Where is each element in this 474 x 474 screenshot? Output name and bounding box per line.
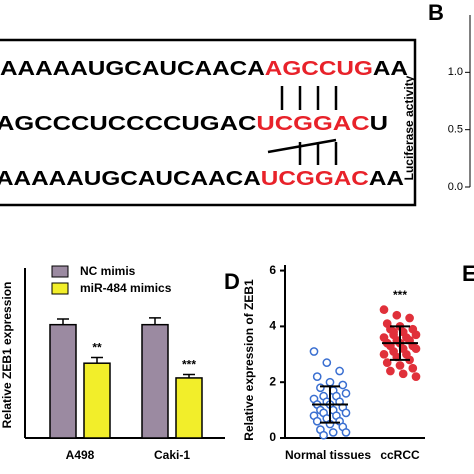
- data-point: [389, 327, 398, 337]
- data-point: [312, 372, 322, 381]
- data-point: [341, 389, 351, 398]
- sd-bar: [320, 385, 340, 424]
- significance: ***: [182, 358, 196, 372]
- data-point: [411, 330, 421, 340]
- y-tick-label: 0.0: [448, 181, 463, 193]
- data-point: [379, 349, 389, 359]
- sequence-part: AGCCUG: [265, 58, 373, 80]
- bar: [49, 323, 77, 439]
- data-point: [312, 416, 322, 426]
- sequence-part: AA: [373, 58, 408, 80]
- panel-letter: B: [428, 0, 444, 25]
- sequence-part: AA: [369, 168, 404, 190]
- sequence-line: AAAAAUGCAUCAACA UCGGAC AA: [0, 168, 404, 190]
- data-point: [319, 430, 328, 440]
- legend-swatch: [51, 282, 69, 295]
- legend-label: NC mimis: [80, 264, 136, 278]
- data-point: [338, 380, 348, 390]
- sequence-part: AGCCCUCCCCUGAC: [0, 113, 256, 135]
- data-point: [328, 428, 338, 437]
- data-point: [398, 369, 408, 379]
- x-tick-label: ccRCC: [380, 448, 420, 462]
- sequence-part: AAAAAUGCAUCAACA: [0, 58, 265, 80]
- data-point: [341, 428, 351, 437]
- data-point: [405, 313, 414, 323]
- data-point: [386, 366, 395, 376]
- sequence-part: UCGGAC: [256, 113, 369, 135]
- y-axis-label: Relative expression of ZEB1: [242, 279, 256, 441]
- error-bar: [149, 317, 161, 325]
- significance: ***: [393, 288, 407, 302]
- panel-letter: E: [462, 261, 474, 286]
- sequence-part: AAAAAUGCAUCAACA: [0, 168, 261, 190]
- data-point: [309, 347, 319, 356]
- data-point: [411, 372, 421, 381]
- x-tick-label: Normal tissues: [285, 448, 371, 462]
- sequence-part: U: [370, 113, 388, 135]
- error-bar: [91, 356, 103, 364]
- sequence-line: AGCCCUCCCCUGAC UCGGAC U: [0, 113, 388, 135]
- data-point: [392, 310, 402, 320]
- error-bar: [57, 318, 69, 325]
- data-point: [341, 408, 351, 418]
- data-point: [325, 377, 335, 387]
- pairing-lines: [267, 86, 338, 165]
- y-tick-label: 4: [269, 319, 276, 333]
- bar: [83, 362, 111, 439]
- sequence-box: [0, 38, 417, 207]
- y-tick-label: 6: [269, 263, 276, 277]
- data-point: [335, 366, 344, 376]
- legend-swatch: [51, 265, 69, 278]
- y-axis-label: Luciferase activity: [402, 75, 416, 180]
- data-point: [379, 305, 389, 314]
- panel-letter: D: [224, 269, 240, 294]
- y-tick-label: 0: [269, 430, 276, 444]
- sequence-line: AAAAAUGCAUCAACA AGCCUG AA: [0, 58, 408, 80]
- significance: **: [92, 341, 102, 355]
- data-point: [408, 363, 418, 373]
- y-axis-label: Relative ZEB1 expression: [0, 282, 14, 429]
- data-point: [322, 358, 332, 368]
- bar: [175, 377, 203, 439]
- sd-bar: [390, 325, 410, 361]
- x-tick-label: Caki-1: [154, 448, 190, 462]
- x-tick-label: A498: [66, 448, 95, 462]
- y-tick-label: 2: [269, 374, 276, 388]
- y-tick-label: 0.5: [448, 124, 463, 136]
- bar: [141, 323, 169, 439]
- error-bar: [183, 373, 195, 378]
- data-point: [382, 358, 392, 368]
- sequence-part: UCGGAC: [261, 168, 369, 190]
- y-tick-label: 1.0: [448, 66, 463, 78]
- data-point: [316, 383, 325, 393]
- legend-label: miR-484 mimics: [80, 281, 172, 295]
- data-point: [411, 344, 421, 354]
- data-point: [395, 361, 405, 370]
